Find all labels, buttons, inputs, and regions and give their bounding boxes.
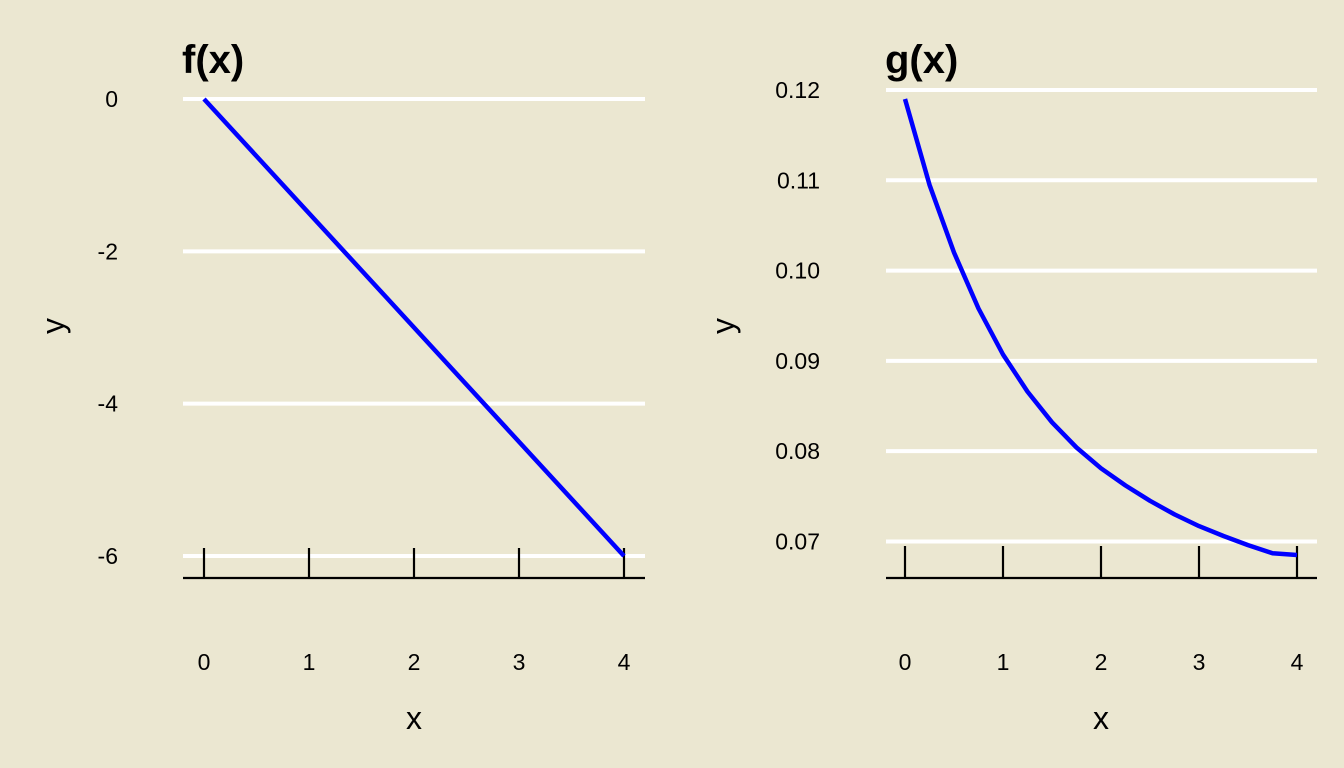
y-axis-label: y xyxy=(705,318,741,334)
series-line-f xyxy=(202,97,626,558)
x-tick-label: 1 xyxy=(303,649,316,675)
y-tick-label: 0.09 xyxy=(775,348,820,374)
y-tick-label: 0.11 xyxy=(777,167,820,193)
y-tick-label: 0.07 xyxy=(775,528,820,554)
grid-lines xyxy=(886,87,1317,544)
x-tick-label: 1 xyxy=(997,649,1010,675)
x-axis-label: x xyxy=(1093,700,1109,736)
chart-title: f(x) xyxy=(182,38,244,82)
x-tick-marks xyxy=(903,546,1299,578)
y-tick-label: -2 xyxy=(98,238,118,264)
panel-f: 0 1 2 3 4 0 -2 -4 -6 f(x) x y xyxy=(35,38,645,736)
y-axis-label: y xyxy=(35,318,71,334)
y-tick-label: 0 xyxy=(105,86,118,112)
x-tick-marks xyxy=(202,548,626,578)
y-tick-label: 0.12 xyxy=(775,77,820,103)
chart-title: g(x) xyxy=(885,38,958,82)
x-axis-label: x xyxy=(406,700,422,736)
x-tick-labels: 0 1 2 3 4 xyxy=(899,649,1304,675)
y-tick-label: 0.08 xyxy=(775,438,820,464)
y-tick-label: 0.10 xyxy=(775,258,820,284)
y-tick-label: -6 xyxy=(98,543,118,569)
y-tick-labels: 0.12 0.11 0.10 0.09 0.08 0.07 xyxy=(775,77,820,554)
x-tick-label: 3 xyxy=(1193,649,1206,675)
y-tick-labels: 0 -2 -4 -6 xyxy=(98,86,119,569)
panel-g: 0 1 2 3 4 0.12 0.11 0.10 0.09 0.08 0.07 g(x) x y xyxy=(705,38,1317,736)
x-tick-label: 2 xyxy=(1095,649,1108,675)
x-tick-label: 3 xyxy=(513,649,526,675)
x-tick-label: 0 xyxy=(899,649,912,675)
x-tick-label: 4 xyxy=(1291,649,1304,675)
x-tick-labels: 0 1 2 3 4 xyxy=(198,649,631,675)
y-tick-label: -4 xyxy=(98,391,119,417)
x-tick-label: 2 xyxy=(408,649,421,675)
x-tick-label: 0 xyxy=(198,649,211,675)
series-line-g xyxy=(902,98,1298,558)
x-tick-label: 4 xyxy=(618,649,631,675)
